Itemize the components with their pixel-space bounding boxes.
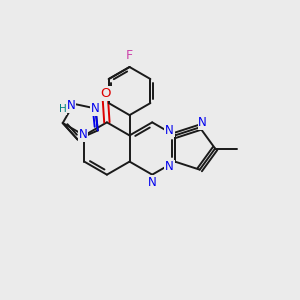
Text: N: N [91, 102, 100, 115]
Text: N: N [67, 99, 75, 112]
Text: N: N [148, 176, 157, 189]
Text: F: F [126, 49, 133, 62]
Text: O: O [100, 87, 111, 100]
Text: N: N [198, 116, 207, 129]
Text: N: N [78, 128, 87, 141]
Text: N: N [165, 124, 174, 136]
Text: H: H [58, 104, 66, 114]
Text: N: N [165, 160, 174, 173]
